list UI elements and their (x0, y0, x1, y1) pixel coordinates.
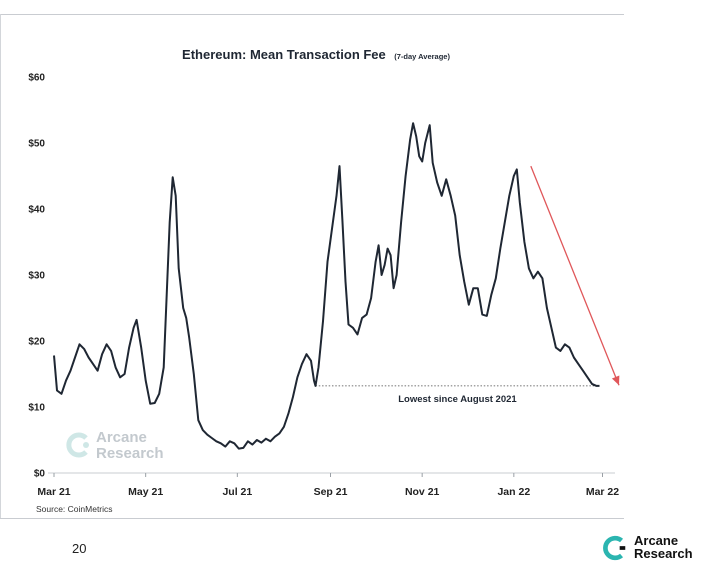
reference-layer: Lowest since August 2021 (315, 385, 600, 405)
axes: $0 $10 $20 $30 $40 $50 $60 Mar 21 May 21 Jul 21 Se… (28, 73, 619, 499)
arrow-layer (530, 165, 620, 386)
footer-logo-text-line2: Research (634, 546, 693, 561)
page-number: 20 (72, 541, 87, 556)
chart-title-subtitle: (7-day Average) (394, 52, 450, 61)
watermark-text-line2: Research (96, 445, 164, 462)
x-tick-label: Sep 21 (314, 486, 348, 498)
arcane-logo-icon (603, 535, 626, 561)
y-tick-label: $50 (28, 139, 45, 150)
y-tick-label: $30 (28, 271, 45, 282)
series-layer (53, 122, 600, 450)
watermark-logo: Arcane Research (64, 430, 184, 466)
fee-series-line (53, 122, 600, 450)
y-tick-label: $20 (28, 337, 45, 348)
x-tick-label: Mar 21 (37, 486, 70, 498)
left-divider (0, 14, 1, 519)
trend-arrow-shaft (530, 165, 620, 386)
chart-title-main: Ethereum: Mean Transaction Fee (182, 47, 386, 62)
top-divider (0, 14, 624, 15)
reference-line-label: Lowest since August 2021 (398, 394, 517, 405)
x-tick-label: Mar 22 (586, 486, 619, 498)
footer-logo: Arcane Research (601, 534, 701, 564)
source-note: Source: CoinMetrics (36, 504, 113, 514)
footer-logo-text-line1: Arcane (634, 533, 679, 548)
x-tick-label: May 21 (128, 486, 163, 498)
watermark-arc-icon (66, 432, 89, 458)
watermark-text-line1: Arcane (96, 429, 147, 446)
bottom-divider (0, 518, 624, 519)
x-tick-label: Nov 21 (405, 486, 440, 498)
y-tick-label: $0 (34, 469, 46, 480)
chart-title: Ethereum: Mean Transaction Fee (7-day Av… (182, 46, 450, 63)
y-tick-label: $60 (28, 73, 45, 84)
y-tick-label: $40 (28, 205, 45, 216)
trend-arrow-head (611, 375, 620, 386)
x-tick-label: Jan 22 (497, 486, 530, 498)
y-tick-label: $10 (28, 403, 45, 414)
x-tick-label: Jul 21 (222, 486, 252, 498)
